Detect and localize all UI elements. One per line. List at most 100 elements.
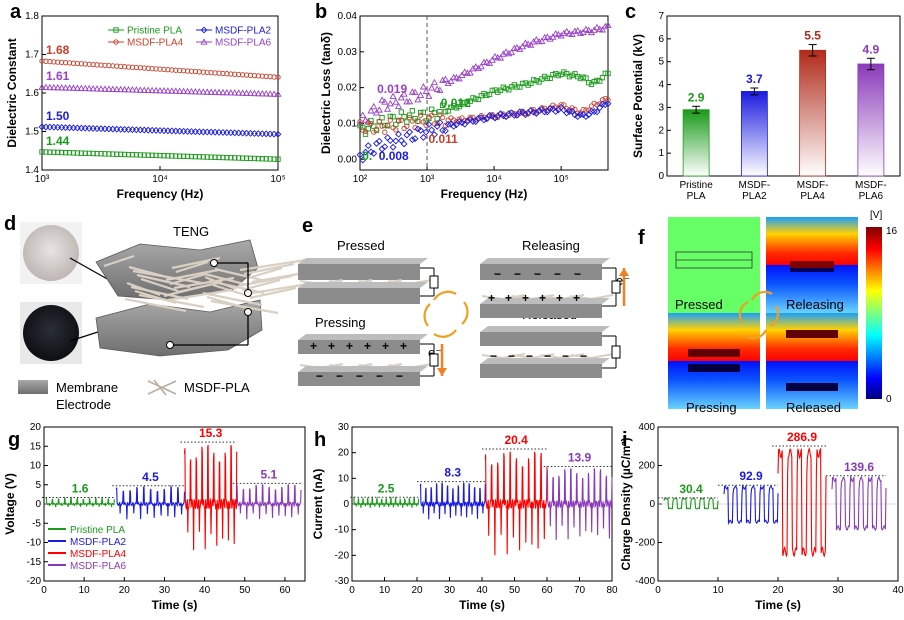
data-point bbox=[453, 105, 460, 111]
data-point bbox=[538, 37, 546, 44]
charge-plus: + bbox=[364, 339, 371, 353]
category-label: Pristine bbox=[679, 180, 713, 191]
bar-value-label: 5.5 bbox=[804, 29, 821, 43]
series-value-label: 1.68 bbox=[46, 43, 70, 57]
data-point bbox=[215, 88, 223, 96]
data-point bbox=[89, 85, 97, 92]
y-tick-label: -30 bbox=[335, 576, 350, 587]
data-point bbox=[160, 127, 168, 135]
legend-electrode-label: Electrode bbox=[56, 397, 111, 412]
x-tick-label: 0 bbox=[349, 585, 355, 596]
data-point bbox=[62, 124, 70, 132]
data-point bbox=[357, 119, 363, 125]
legend-fiber-swatch bbox=[147, 379, 177, 396]
data-point bbox=[70, 150, 77, 156]
data-point bbox=[172, 87, 180, 94]
data-point bbox=[46, 83, 54, 91]
data-point bbox=[188, 68, 195, 74]
fiber bbox=[136, 273, 191, 289]
data-point bbox=[470, 95, 476, 101]
data-point bbox=[117, 125, 125, 133]
category-label: PLA4 bbox=[800, 191, 825, 202]
data-point bbox=[102, 62, 108, 69]
data-point bbox=[43, 149, 49, 155]
cycle-arrow bbox=[423, 303, 431, 327]
data-point bbox=[365, 126, 371, 132]
charge-minus: − bbox=[514, 267, 521, 281]
fiber bbox=[200, 271, 249, 287]
data-point bbox=[597, 101, 603, 107]
data-point bbox=[110, 63, 116, 69]
data-point bbox=[129, 64, 136, 70]
data-point bbox=[140, 126, 148, 134]
data-point bbox=[440, 114, 446, 121]
data-point bbox=[381, 98, 389, 105]
data-point bbox=[392, 137, 400, 145]
data-point bbox=[204, 69, 210, 76]
data-point bbox=[74, 60, 81, 67]
y-tick-label: 0.03 bbox=[338, 47, 358, 58]
data-point bbox=[125, 126, 132, 133]
data-point bbox=[360, 124, 366, 130]
data-point bbox=[187, 87, 196, 95]
data-point bbox=[212, 154, 218, 160]
peak-label: 139.6 bbox=[844, 460, 874, 474]
data-point bbox=[527, 41, 535, 48]
data-point bbox=[477, 62, 485, 70]
colorbar bbox=[866, 227, 882, 399]
bar bbox=[799, 49, 827, 177]
data-point bbox=[251, 155, 258, 162]
data-point bbox=[266, 90, 274, 97]
data-point bbox=[453, 119, 460, 125]
charge-plus: + bbox=[328, 339, 335, 353]
data-point bbox=[192, 68, 199, 75]
data-point bbox=[153, 66, 159, 72]
data-point bbox=[507, 48, 516, 56]
fiber bbox=[163, 284, 205, 298]
chart-b: 10² 10³ 10⁴ 10⁵ 0.00 0.01 0.02 0.03 0.04 Frequenc… bbox=[319, 11, 612, 201]
x-tick-label: 60 bbox=[279, 585, 291, 596]
data-point bbox=[408, 136, 416, 144]
data-point bbox=[406, 114, 413, 121]
peak-label: 4.5 bbox=[142, 470, 159, 484]
charge-plus: + bbox=[400, 339, 407, 353]
data-point bbox=[208, 154, 214, 160]
bottom-membrane-electrode bbox=[95, 299, 263, 357]
data-point bbox=[560, 29, 568, 36]
data-point bbox=[425, 92, 433, 99]
data-point bbox=[246, 89, 255, 96]
data-point bbox=[129, 152, 136, 158]
data-point bbox=[586, 80, 592, 86]
data-point bbox=[605, 70, 611, 77]
black-electrode-disc bbox=[23, 305, 79, 361]
data-point bbox=[598, 26, 607, 33]
data-point bbox=[243, 155, 250, 161]
data-point bbox=[456, 116, 462, 122]
data-point bbox=[381, 143, 389, 151]
data-point bbox=[419, 133, 427, 141]
chart-g: 0 10 20 30 40 50 60 -20 -15 -10 -5 0 5 10 15 20 Time (s)… bbox=[3, 422, 306, 612]
data-point bbox=[228, 155, 234, 161]
data-point bbox=[47, 58, 53, 65]
y-tick-label: -15 bbox=[27, 557, 42, 568]
data-point bbox=[475, 96, 482, 103]
data-point bbox=[262, 90, 270, 97]
data-point bbox=[452, 73, 461, 81]
data-point bbox=[62, 60, 69, 66]
data-point bbox=[184, 127, 191, 135]
data-point bbox=[54, 123, 62, 131]
charge-plus: + bbox=[310, 339, 317, 353]
data-point bbox=[65, 84, 74, 91]
plate-top-face bbox=[298, 258, 428, 264]
charge-minus: − bbox=[562, 349, 569, 363]
plate-front bbox=[480, 332, 602, 346]
x-tick-label: 10⁵ bbox=[270, 174, 285, 185]
data-point bbox=[475, 114, 482, 122]
data-point bbox=[514, 84, 520, 90]
data-point bbox=[54, 83, 62, 91]
data-point bbox=[400, 90, 408, 97]
series-line bbox=[546, 468, 613, 540]
data-point bbox=[169, 67, 175, 73]
data-point bbox=[601, 101, 609, 109]
colorbar-unit: [V] bbox=[870, 210, 882, 221]
